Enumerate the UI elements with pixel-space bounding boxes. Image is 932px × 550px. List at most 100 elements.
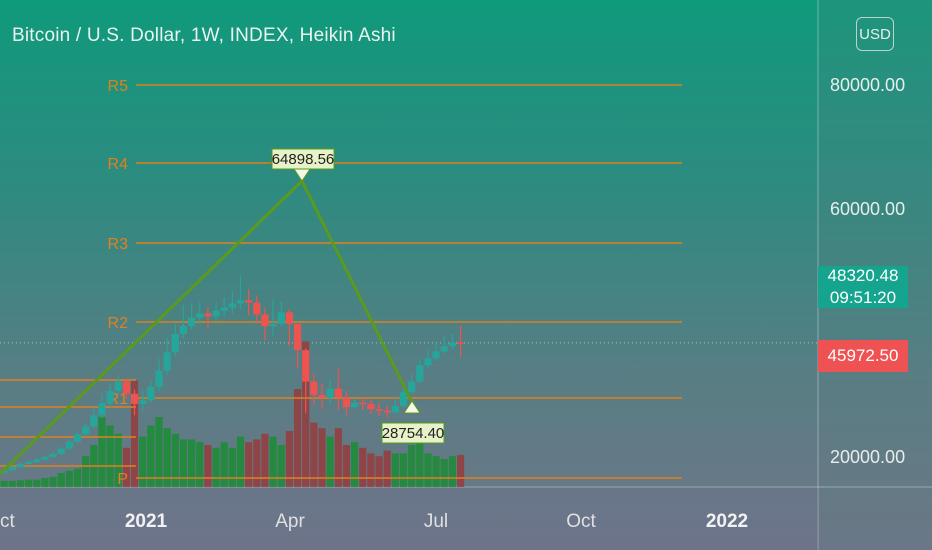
volume-bar <box>334 428 342 487</box>
volume-bar <box>367 453 375 487</box>
volume-bar <box>163 428 171 487</box>
volume-bar <box>171 433 179 487</box>
x-tick-label: Jul <box>424 511 448 532</box>
volume-bar <box>448 456 456 487</box>
volume-bar <box>122 447 130 487</box>
volume-bar <box>432 456 440 487</box>
volume-bar <box>8 480 16 487</box>
volume-bar <box>408 445 416 487</box>
candle-body <box>106 390 114 404</box>
volume-bar <box>41 478 49 487</box>
volume-bar <box>293 389 302 487</box>
candle-body <box>293 323 302 351</box>
volume-bar <box>0 480 8 487</box>
chart-title: Bitcoin / U.S. Dollar, 1W, INDEX, Heikin… <box>12 25 396 46</box>
volume-bar <box>130 380 139 487</box>
volume-bar <box>359 447 367 487</box>
candle-body <box>57 448 65 454</box>
candle-body <box>456 342 465 345</box>
pivot-label-r5: R5 <box>108 78 129 95</box>
zigzag-low-marker <box>403 400 421 414</box>
candle-body <box>155 370 163 387</box>
candle-body <box>196 313 204 318</box>
volume-bar <box>73 468 82 487</box>
zigzag-high-label: 64898.56 <box>272 151 335 168</box>
candle-body <box>122 381 130 394</box>
volume-bar <box>391 453 399 487</box>
candle-body <box>310 381 318 395</box>
volume-bar <box>65 470 73 487</box>
candle-body <box>220 307 228 311</box>
volume-bar <box>269 436 277 487</box>
y-tick-label: 60000.00 <box>830 199 905 219</box>
volume-bar <box>139 436 147 487</box>
candle-body <box>334 388 342 398</box>
volume-bar <box>57 473 65 487</box>
volume-bar <box>245 442 253 487</box>
candle-body <box>261 314 269 327</box>
volume-bar <box>25 479 33 487</box>
candle-body <box>359 402 367 405</box>
volume-bar <box>383 450 391 487</box>
candle-body <box>383 410 391 413</box>
volume-bar <box>285 431 293 487</box>
candle-body <box>25 462 33 465</box>
volume-bar <box>204 445 212 487</box>
y-tick-label: 80000.00 <box>830 75 905 95</box>
countdown-timer: 09:51:20 <box>829 288 897 307</box>
volume-bar <box>375 456 383 487</box>
y-tick-label: 20000.00 <box>830 447 905 467</box>
volume-bar <box>98 417 106 487</box>
candle-body <box>236 300 245 304</box>
candle-body <box>204 313 212 317</box>
volume-bar <box>416 439 424 487</box>
volume-bar <box>82 456 90 487</box>
candle-body <box>98 403 106 416</box>
volume-bar <box>236 436 245 487</box>
volume-bar <box>106 425 114 487</box>
candle-body <box>416 365 424 382</box>
volume-bar <box>318 428 326 487</box>
volume-bar <box>147 425 155 487</box>
time-axis-panel <box>0 487 818 550</box>
candle-body <box>212 310 220 317</box>
pivot-label-r4: R4 <box>108 156 129 173</box>
candle-body <box>351 402 359 408</box>
x-tick-label: Oct <box>566 511 596 532</box>
volume-bar <box>16 480 25 487</box>
x-tick-label: 2022 <box>706 511 748 532</box>
volume-bar <box>424 453 432 487</box>
volume-bar <box>220 442 228 487</box>
volume-bar <box>188 439 196 487</box>
candle-body <box>424 358 432 366</box>
candle-body <box>269 323 277 327</box>
candle-body <box>367 403 375 410</box>
pivot-label-r2: R2 <box>108 315 129 332</box>
candle-body <box>8 466 16 471</box>
last-price-tag: 48320.48 09:51:20 <box>818 266 908 308</box>
candle-body <box>147 386 155 401</box>
candle-body <box>302 350 310 382</box>
candle-body <box>114 381 122 391</box>
candle-body <box>245 300 253 303</box>
volume-bar <box>196 442 204 487</box>
candle-body <box>440 346 448 352</box>
candle-body <box>326 388 334 398</box>
volume-bar <box>49 476 57 487</box>
candle-body <box>277 312 285 324</box>
candle-body <box>188 317 196 326</box>
candle-body <box>163 352 171 371</box>
candle-body <box>375 409 383 411</box>
volume-bar <box>33 479 41 487</box>
pivot-label-r3: R3 <box>108 236 129 253</box>
volume-bar <box>310 422 318 487</box>
candle-body <box>285 312 293 324</box>
candle-body <box>228 303 236 308</box>
currency-button[interactable]: USD <box>856 17 894 51</box>
volume-bar <box>351 442 359 487</box>
candle-body <box>41 456 49 460</box>
candle-body <box>448 342 456 347</box>
volume-bar <box>399 453 408 487</box>
